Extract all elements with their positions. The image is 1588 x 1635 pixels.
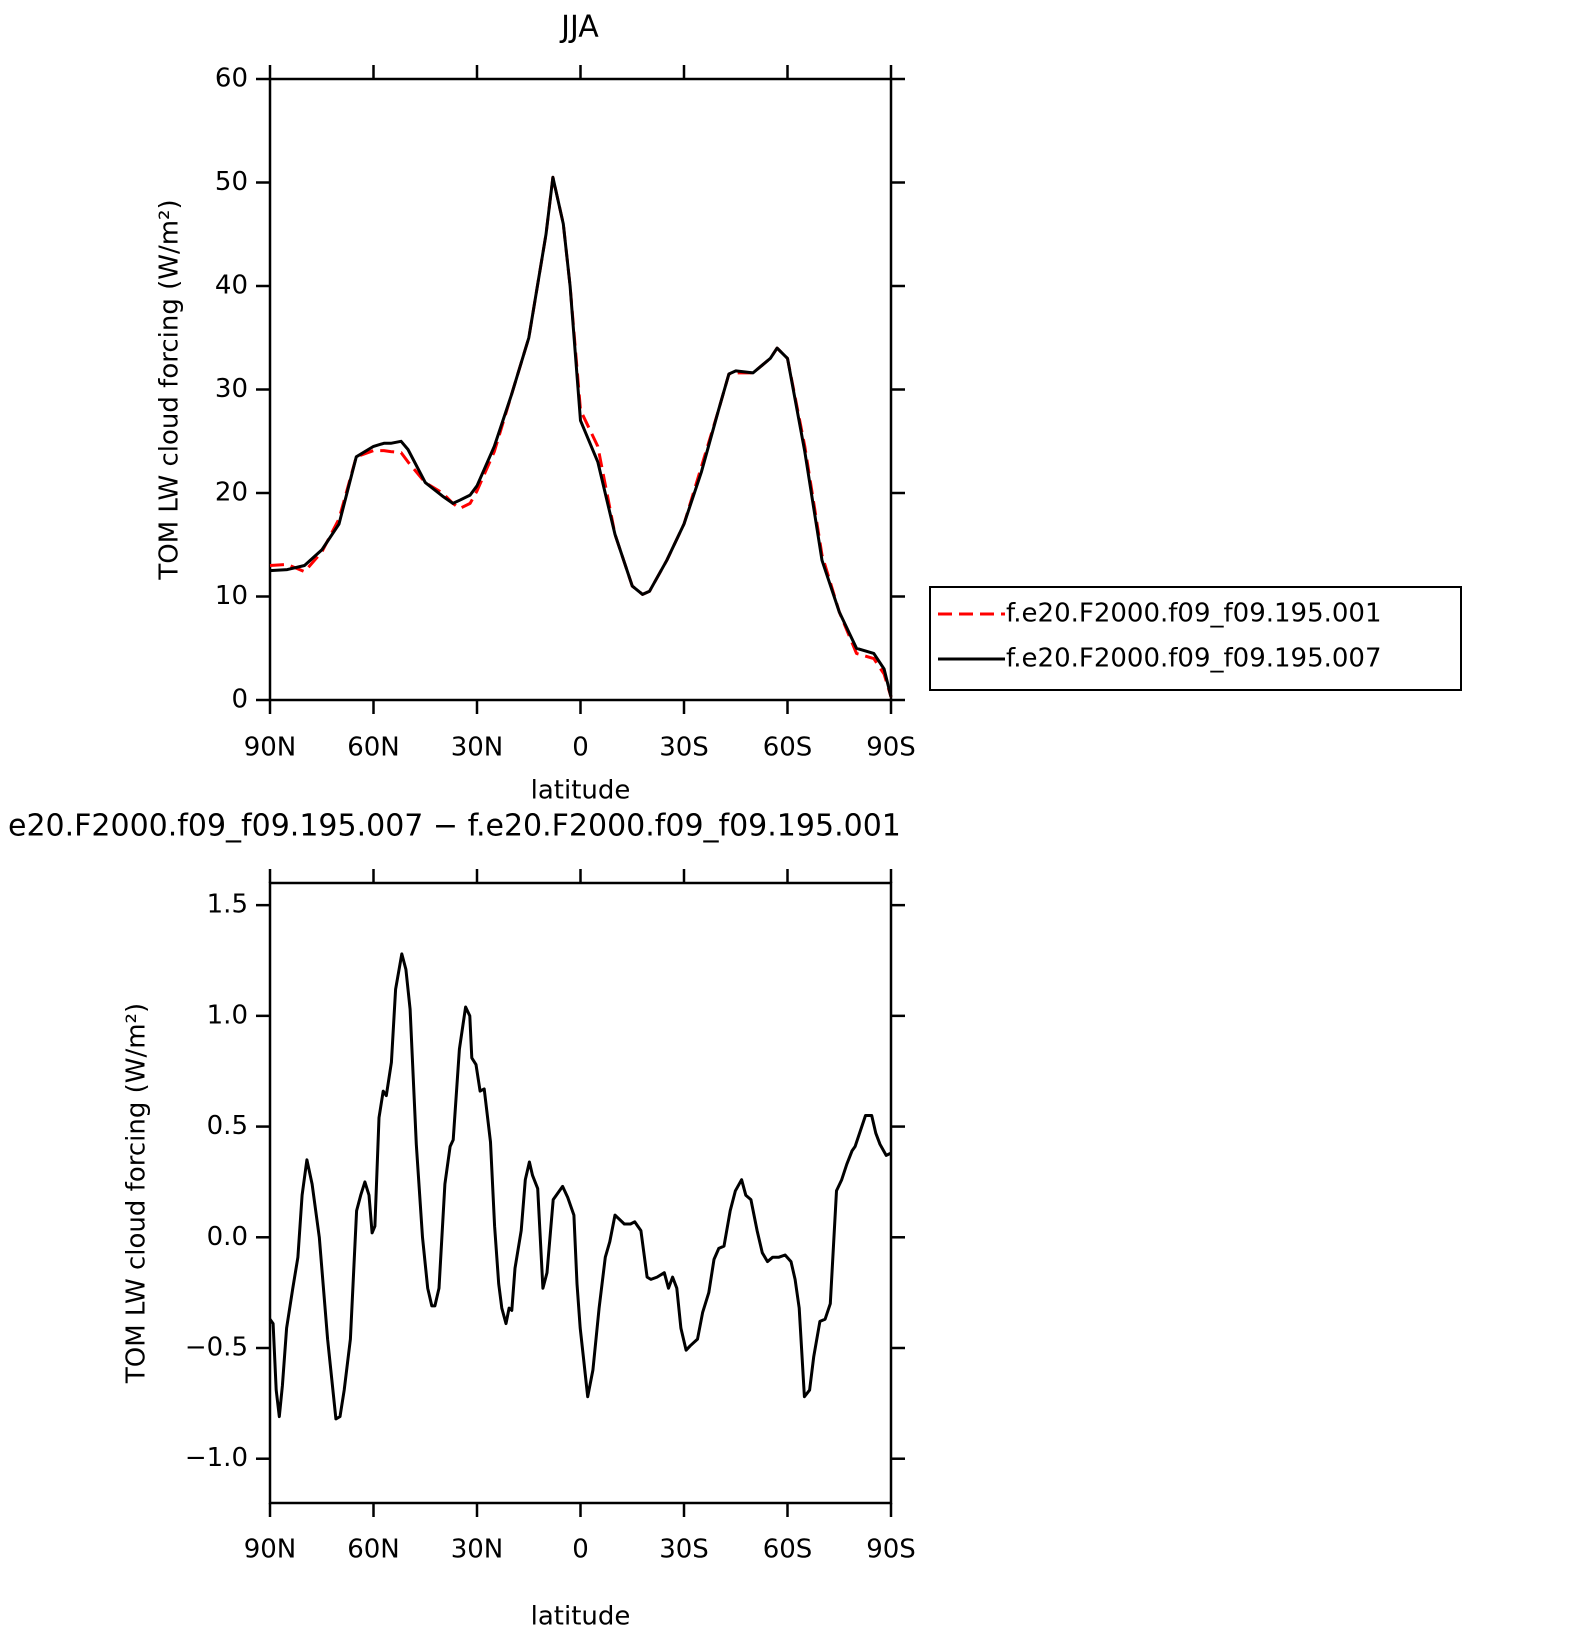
y-tick-label: −1.0 — [185, 1443, 248, 1473]
x-tick-label: 30S — [659, 733, 709, 763]
y-tick-label: 30 — [215, 374, 248, 404]
y-tick-label: −0.5 — [185, 1333, 248, 1363]
y-tick-label: 20 — [215, 478, 248, 508]
plot-frame — [268, 881, 893, 1505]
series-line — [269, 175, 893, 698]
plot-frame — [268, 77, 893, 702]
y-tick-label: 1.0 — [207, 1000, 248, 1030]
x-tick-label: 60N — [347, 733, 400, 763]
x-tick-label: 60N — [347, 1535, 400, 1565]
y-tick-label: 0.0 — [207, 1222, 248, 1252]
chart-title: JJA — [559, 10, 599, 45]
x-tick-label: 60S — [763, 1535, 813, 1565]
x-tick-label: 30N — [451, 1535, 504, 1565]
legend-box — [929, 586, 1462, 691]
legend-label: f.e20.F2000.f09_f09.195.007 — [1006, 644, 1382, 674]
x-tick-label: 0 — [572, 733, 589, 763]
legend-label: f.e20.F2000.f09_f09.195.001 — [1006, 599, 1382, 629]
y-axis-label: TOM LW cloud forcing (W/m²) — [155, 199, 185, 580]
x-axis-label: latitude — [531, 1602, 631, 1632]
x-tick-label: 90S — [866, 733, 916, 763]
series-line — [269, 175, 893, 698]
x-tick-label: 30N — [451, 733, 504, 763]
x-tick-label: 90S — [866, 1535, 916, 1565]
y-tick-label: 40 — [215, 271, 248, 301]
chart-title: e20.F2000.f09_f09.195.007 − f.e20.F2000.… — [8, 809, 901, 844]
y-tick-label: 60 — [215, 64, 248, 94]
x-axis-label: latitude — [531, 776, 631, 806]
x-tick-label: 90N — [244, 1535, 297, 1565]
y-axis-label: TOM LW cloud forcing (W/m²) — [122, 1003, 152, 1384]
series-line — [268, 952, 892, 1421]
y-tick-label: 1.5 — [207, 890, 248, 920]
x-tick-label: 0 — [572, 1535, 589, 1565]
y-tick-label: 10 — [215, 581, 248, 611]
y-tick-label: 0.5 — [207, 1111, 248, 1141]
x-tick-label: 60S — [763, 733, 813, 763]
x-tick-label: 30S — [659, 1535, 709, 1565]
x-tick-label: 90N — [244, 733, 297, 763]
y-tick-label: 0 — [231, 685, 248, 715]
y-tick-label: 50 — [215, 167, 248, 197]
